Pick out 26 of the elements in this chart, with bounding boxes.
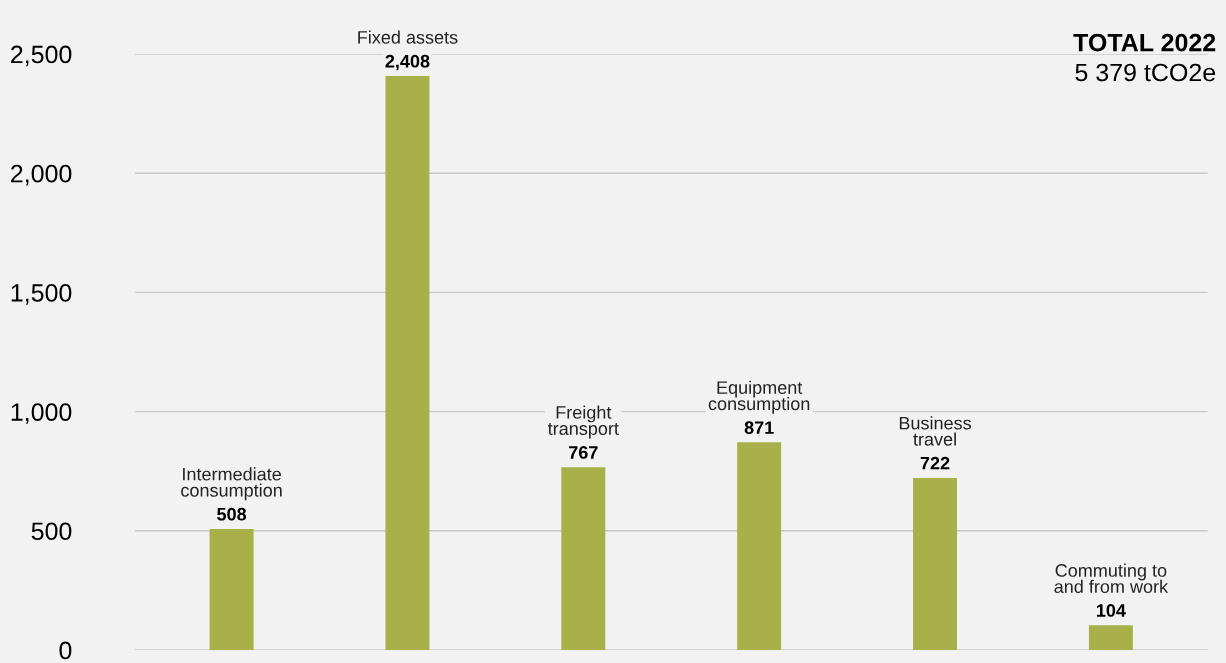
data-label: 2,408	[385, 54, 430, 71]
x-tick-label: Fixed assets	[358, 30, 458, 44]
bar	[385, 75, 430, 650]
data-label: 871	[744, 421, 774, 435]
y-tick-label: 2,000	[11, 164, 72, 186]
data-label: 767	[569, 446, 598, 459]
data-label: 722	[920, 456, 950, 470]
y-tick-label: 1,500	[11, 284, 72, 305]
bar	[737, 442, 782, 650]
y-tick-label: 0	[59, 641, 72, 660]
x-tick-label: Business travel	[899, 416, 972, 446]
y-tick-label: 500	[31, 522, 72, 541]
y-tick-label: 1,000	[11, 403, 72, 424]
chart-subtitle: 5 379 tCO2e	[1075, 63, 1216, 82]
y-tick-label: 2,500	[11, 45, 72, 67]
bar	[209, 528, 254, 650]
x-tick-label: Intermediate consumption	[181, 467, 282, 501]
bar	[913, 477, 958, 650]
chart-title: TOTAL 2022	[1073, 33, 1216, 52]
x-tick-label: Equipment consumption	[708, 380, 810, 414]
data-label: 508	[217, 507, 247, 521]
bar	[561, 467, 606, 650]
data-label: 104	[1096, 604, 1126, 617]
bar	[1088, 625, 1133, 650]
x-tick-label: Freight transport	[547, 405, 619, 439]
x-tick-label: Commuting to and from work	[1054, 563, 1169, 594]
